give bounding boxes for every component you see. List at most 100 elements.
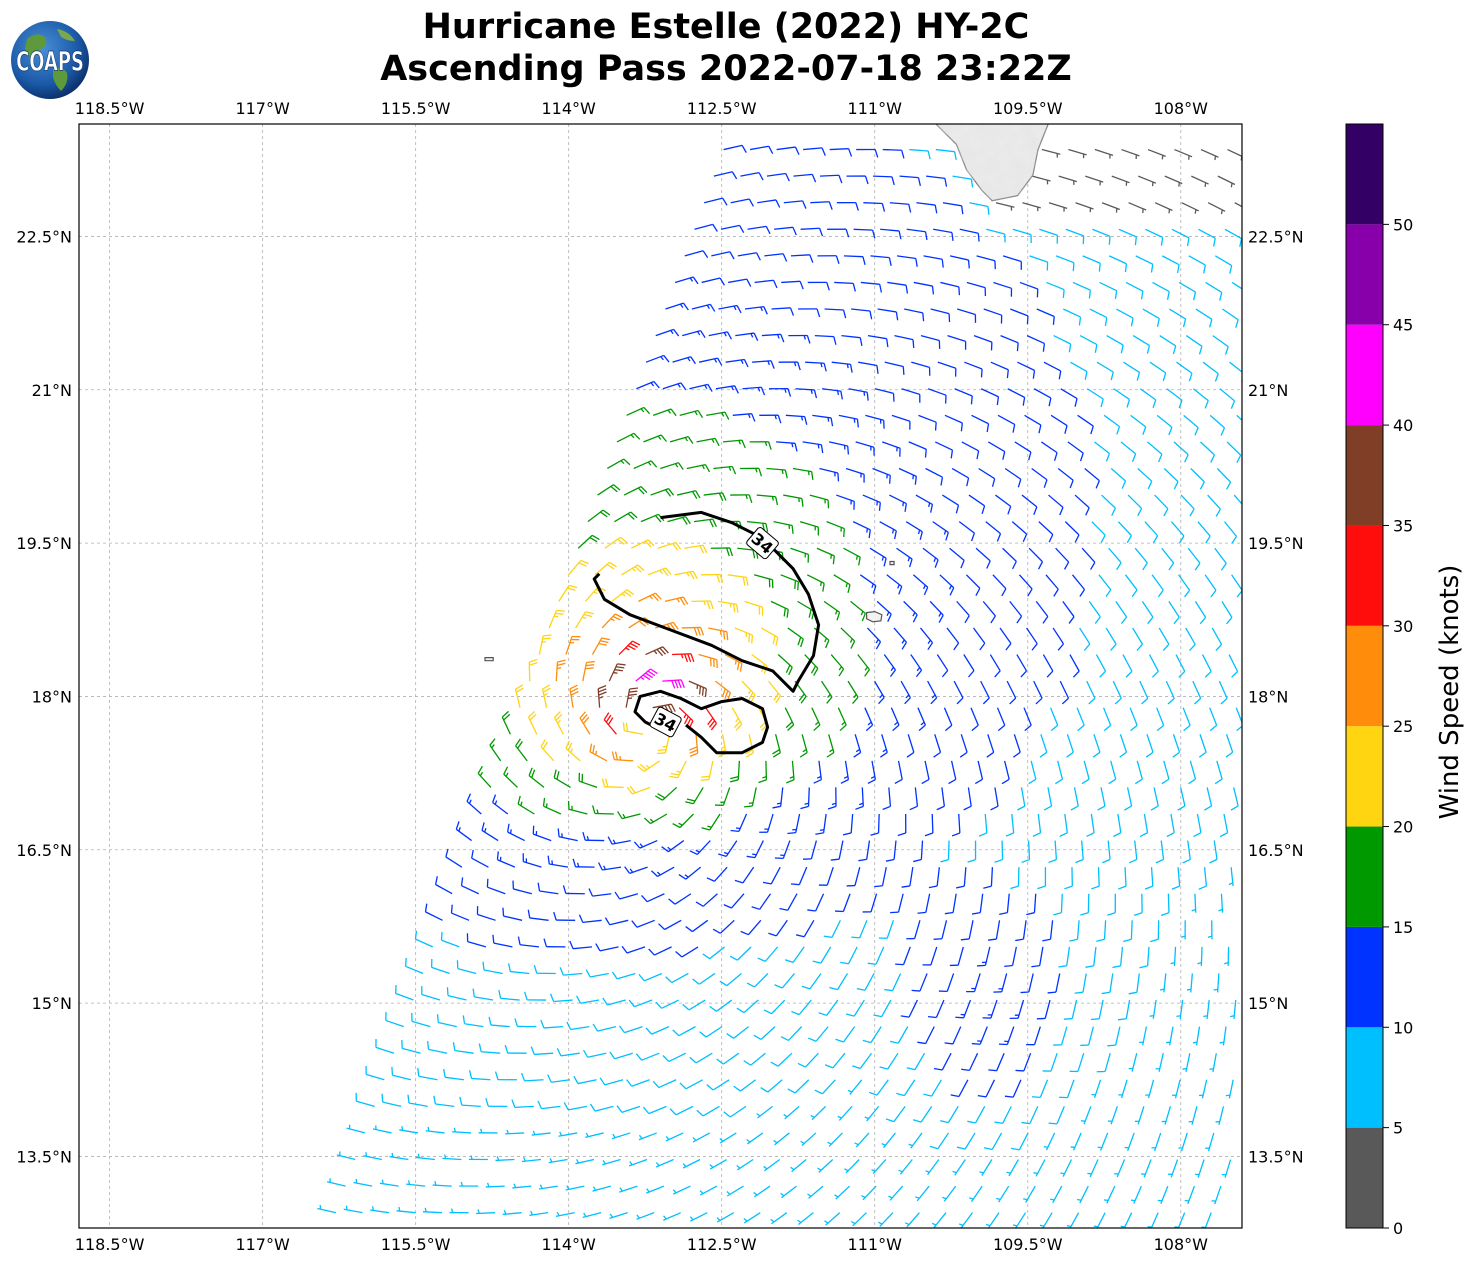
wind-barb [655,1158,674,1168]
wind-barb [1198,228,1216,247]
wind-barb [1029,255,1049,271]
wind-barb [732,413,756,422]
wind-barb [888,1185,904,1201]
wind-barb [647,567,672,577]
wind-barb [969,202,990,215]
wind-barb [684,250,709,259]
wind-barb [528,767,545,788]
lon-tick-label-bottom-7: 108°W [1154,1235,1209,1254]
wind-barb [767,680,781,704]
wind-barb [885,840,897,862]
wind-barb [973,334,993,351]
wind-barb [747,225,771,235]
wind-barb [630,539,655,549]
wind-barb [1129,707,1138,732]
wind-barb [1207,494,1221,517]
wind-barb [421,986,441,1001]
wind-barb [809,494,830,509]
wind-barb [1042,1052,1058,1072]
wind-barb [597,484,621,496]
coaps-logo-text: COAPS [16,47,84,77]
wind-barb [1134,1106,1145,1125]
wind-barb [740,919,762,936]
lat-tick-label-left-2: 19.5°N [16,534,72,553]
wind-barb [682,999,706,1011]
wind-barb [770,1212,788,1225]
wind-barb [893,627,907,650]
wind-barb [1028,547,1044,570]
wind-barb [1176,361,1193,382]
wind-barb [679,409,704,419]
wind-barb [1039,1212,1053,1228]
wind-barb [1201,654,1212,678]
wind-barb [628,1158,648,1167]
wind-barb [494,1071,517,1081]
wind-barb [1103,414,1121,435]
wind-barb [404,957,424,975]
wind-barb [933,228,954,241]
land-0 [935,124,1049,202]
wind-barb [1042,920,1054,942]
wind-barb [1081,547,1096,570]
wind-barb [1045,574,1059,597]
wind-barb [1174,148,1193,160]
wind-barb [485,1182,505,1188]
wind-barb [1188,1106,1198,1125]
lat-tick-label-left-3: 18°N [32,687,72,706]
wind-barb [1168,1159,1179,1178]
wind-barb [1042,654,1054,678]
map-tick-labels: 118.5°W 118.5°W 117°W 117°W 115.5°W 115.5°W 11… [16,99,1303,1254]
colorbar-bins [1346,124,1383,1228]
wind-barb [854,1132,870,1148]
wind-barb [815,813,827,835]
wind-barb [726,1185,744,1197]
wind-barb [964,361,983,378]
wind-barb [1178,574,1191,598]
wind-barb [674,276,699,285]
wind-barb [547,855,569,868]
wind-barb [1010,867,1020,890]
wind-barb [1194,1159,1205,1178]
wind-barb [391,1066,412,1081]
wind-barb [459,1181,479,1187]
wind-barb [846,866,861,887]
land-1 [866,610,883,623]
wind-barb [958,521,976,542]
wind-barb [1026,627,1038,651]
wind-barb [602,997,626,1006]
wind-barb [723,144,747,153]
wind-barb [1215,1106,1225,1125]
colorbar-tick-label-3: 15 [1393,918,1413,937]
wind-barb [847,1079,863,1095]
wind-barb [1159,335,1177,355]
wind-barb [946,627,960,651]
wind-barb [916,202,938,214]
wind-barb [870,813,880,836]
wind-barb [942,494,960,514]
wind-barb [1182,1053,1191,1072]
wind-barb [1123,361,1141,381]
wind-barb [1069,920,1080,942]
wind-barb [660,462,684,470]
wind-barb [1086,388,1104,408]
wind-barb [729,946,752,961]
wind-barb [976,255,996,270]
wind-barb [665,972,689,984]
wind-barb [1205,281,1223,301]
wind-barb [638,1132,657,1141]
wind-barb [631,919,655,928]
wind-barb [1011,1132,1029,1151]
wind-barb [930,308,951,323]
wind-barb [773,521,794,534]
wind-barb [855,441,875,456]
wind-barb [836,201,859,211]
wind-barb [983,1132,1003,1151]
wind-barb [597,685,607,708]
wind-barb [614,891,639,900]
wind-barb [543,938,566,948]
wind-barb [365,1065,385,1081]
wind-barb [781,280,804,290]
wind-barb [650,866,675,878]
wind-barb [1041,148,1061,158]
wind-barb [717,600,739,613]
